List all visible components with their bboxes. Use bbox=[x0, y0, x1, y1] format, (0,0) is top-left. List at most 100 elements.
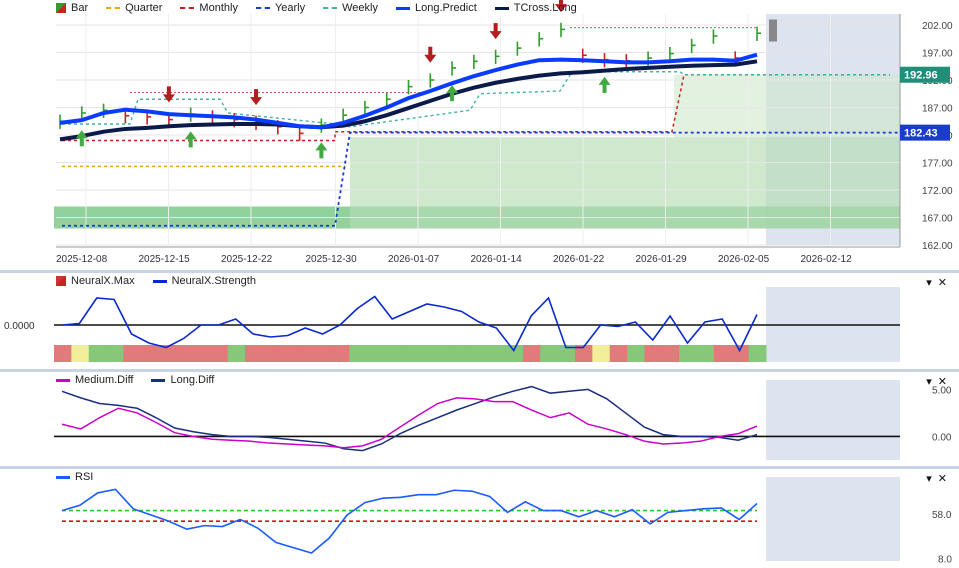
neuralx-max-cell bbox=[158, 345, 177, 362]
y-tick-label: 58.0 bbox=[932, 510, 952, 521]
price-chart: 202.00197.00192.00187.00182.00177.00172.… bbox=[54, 0, 953, 265]
x-tick-label: 2026-01-07 bbox=[388, 254, 440, 265]
panel-separator[interactable] bbox=[0, 466, 959, 469]
panel-controls[interactable]: ▾✕ bbox=[926, 375, 953, 388]
collapse-icon[interactable]: ▾ bbox=[926, 473, 938, 485]
legend-label: Weekly bbox=[342, 2, 378, 14]
legend-item[interactable]: Bar bbox=[56, 2, 88, 14]
neuralx-max-cell bbox=[453, 345, 472, 362]
y-tick-label: 8.0 bbox=[938, 554, 952, 565]
buy-arrow-icon bbox=[75, 130, 88, 139]
legend-swatch-icon bbox=[152, 279, 167, 283]
legend-label: Quarter bbox=[125, 2, 163, 14]
y-tick-label: 5.00 bbox=[932, 385, 952, 396]
y-tick-label: 177.00 bbox=[922, 159, 953, 170]
legend-swatch-icon bbox=[56, 475, 70, 479]
neuralx-max-cell bbox=[713, 345, 732, 362]
legend-label: RSI bbox=[75, 471, 94, 483]
legend-label: Long.Diff bbox=[170, 374, 215, 386]
legend-item[interactable]: TCross.Long bbox=[494, 2, 577, 14]
buy-arrow-icon bbox=[598, 76, 611, 85]
x-tick-label: 2026-02-05 bbox=[718, 254, 770, 265]
long-diff-line bbox=[61, 385, 758, 452]
legend-item[interactable]: Weekly bbox=[323, 2, 378, 14]
long-predict-line bbox=[59, 52, 758, 130]
legend-label: Yearly bbox=[274, 2, 306, 14]
legend-item[interactable]: Quarter bbox=[106, 2, 162, 14]
buy-arrow-icon bbox=[315, 142, 328, 151]
neuralx-max-cell bbox=[175, 345, 194, 362]
legend-label: Monthly bbox=[199, 2, 238, 14]
neuralx-max-cell bbox=[123, 345, 142, 362]
y-tick-label: 0.0000 bbox=[4, 321, 35, 332]
legend-item[interactable]: Long.Diff bbox=[151, 374, 214, 386]
y-tick-label: 0.00 bbox=[932, 432, 952, 443]
y-tick-label: 172.00 bbox=[922, 186, 953, 197]
panel-separator[interactable] bbox=[0, 369, 959, 372]
buy-arrow-icon bbox=[450, 92, 455, 102]
legend-item[interactable]: Yearly bbox=[255, 2, 306, 14]
panel-controls[interactable]: ▾✕ bbox=[926, 276, 953, 289]
legend-item[interactable]: NeuralX.Strength bbox=[152, 275, 256, 287]
neuralx-max-cell bbox=[540, 345, 559, 362]
y-tick-label: 187.00 bbox=[922, 104, 953, 115]
legend-item[interactable]: NeuralX.Max bbox=[56, 275, 135, 287]
collapse-icon[interactable]: ▾ bbox=[926, 376, 938, 388]
legend-item[interactable]: Long.Predict bbox=[396, 2, 477, 14]
neuralx-max-cell bbox=[557, 345, 576, 362]
y-tick-label: 202.00 bbox=[922, 21, 953, 32]
legend-label: TCross.Long bbox=[513, 2, 577, 14]
sell-arrow-icon bbox=[250, 97, 263, 106]
price-legend: Bar Quarter Monthly Yearly Weekly Long.Predic… bbox=[56, 2, 591, 14]
close-icon[interactable]: ✕ bbox=[937, 473, 953, 485]
legend-label: Long.Predict bbox=[415, 2, 477, 14]
x-tick-label: 2026-02-12 bbox=[801, 254, 853, 265]
neuralx-chart: 0.0000 bbox=[4, 287, 900, 362]
neuralx-max-cell bbox=[505, 345, 524, 362]
collapse-icon[interactable]: ▾ bbox=[926, 277, 938, 289]
tcross-long-line bbox=[59, 59, 758, 142]
neuralx-max-cell bbox=[366, 345, 385, 362]
close-icon[interactable]: ✕ bbox=[937, 376, 953, 388]
buy-arrow-icon bbox=[184, 131, 197, 140]
neuralx-max-cell bbox=[592, 345, 611, 362]
neuralx-max-cell bbox=[279, 345, 298, 362]
neuralx-max-cell bbox=[140, 345, 159, 362]
diff-chart: 5.00 0.00 bbox=[54, 380, 952, 460]
panel-separator[interactable] bbox=[0, 270, 959, 273]
monthly-line bbox=[62, 73, 890, 142]
yearly-zone bbox=[350, 137, 900, 229]
neuralx-max-cell bbox=[314, 345, 333, 362]
legend-label: Medium.Diff bbox=[75, 374, 134, 386]
neuralx-max-cell bbox=[679, 345, 698, 362]
neuralx-max-cell bbox=[696, 345, 715, 362]
neuralx-max-cell bbox=[54, 345, 72, 362]
legend-swatch-icon bbox=[255, 7, 270, 9]
price-tag bbox=[900, 124, 950, 141]
legend-swatch-icon bbox=[323, 7, 338, 9]
legend-item[interactable]: Monthly bbox=[180, 2, 238, 14]
close-icon[interactable]: ✕ bbox=[937, 277, 953, 289]
diff-legend: Medium.Diff Long.Diff bbox=[56, 374, 228, 386]
neuralx-max-cell bbox=[470, 345, 489, 362]
neuralx-max-cell bbox=[210, 345, 229, 362]
neuralx-legend: NeuralX.Max NeuralX.Strength bbox=[56, 275, 270, 287]
x-tick-label: 2025-12-22 bbox=[221, 254, 273, 265]
weekly-zone bbox=[674, 74, 900, 138]
price-tag bbox=[900, 66, 950, 83]
neuralx-max-cell bbox=[731, 345, 750, 362]
legend-item[interactable]: Medium.Diff bbox=[56, 374, 133, 386]
future-zone bbox=[766, 380, 900, 460]
neuralx-strength-line bbox=[61, 295, 758, 353]
sell-arrow-icon bbox=[162, 94, 175, 103]
legend-swatch-icon bbox=[396, 6, 410, 10]
neuralx-max-cell bbox=[349, 345, 368, 362]
y-tick-label: 162.00 bbox=[922, 241, 953, 252]
legend-item[interactable]: RSI bbox=[56, 471, 93, 483]
sell-arrow-icon bbox=[254, 89, 259, 99]
neuralx-max-cell bbox=[245, 345, 263, 362]
rsi-chart: 58.0 8.0 bbox=[61, 477, 952, 565]
sell-arrow-icon bbox=[424, 54, 437, 63]
buy-arrow-icon bbox=[319, 149, 324, 159]
panel-controls[interactable]: ▾✕ bbox=[926, 472, 953, 485]
